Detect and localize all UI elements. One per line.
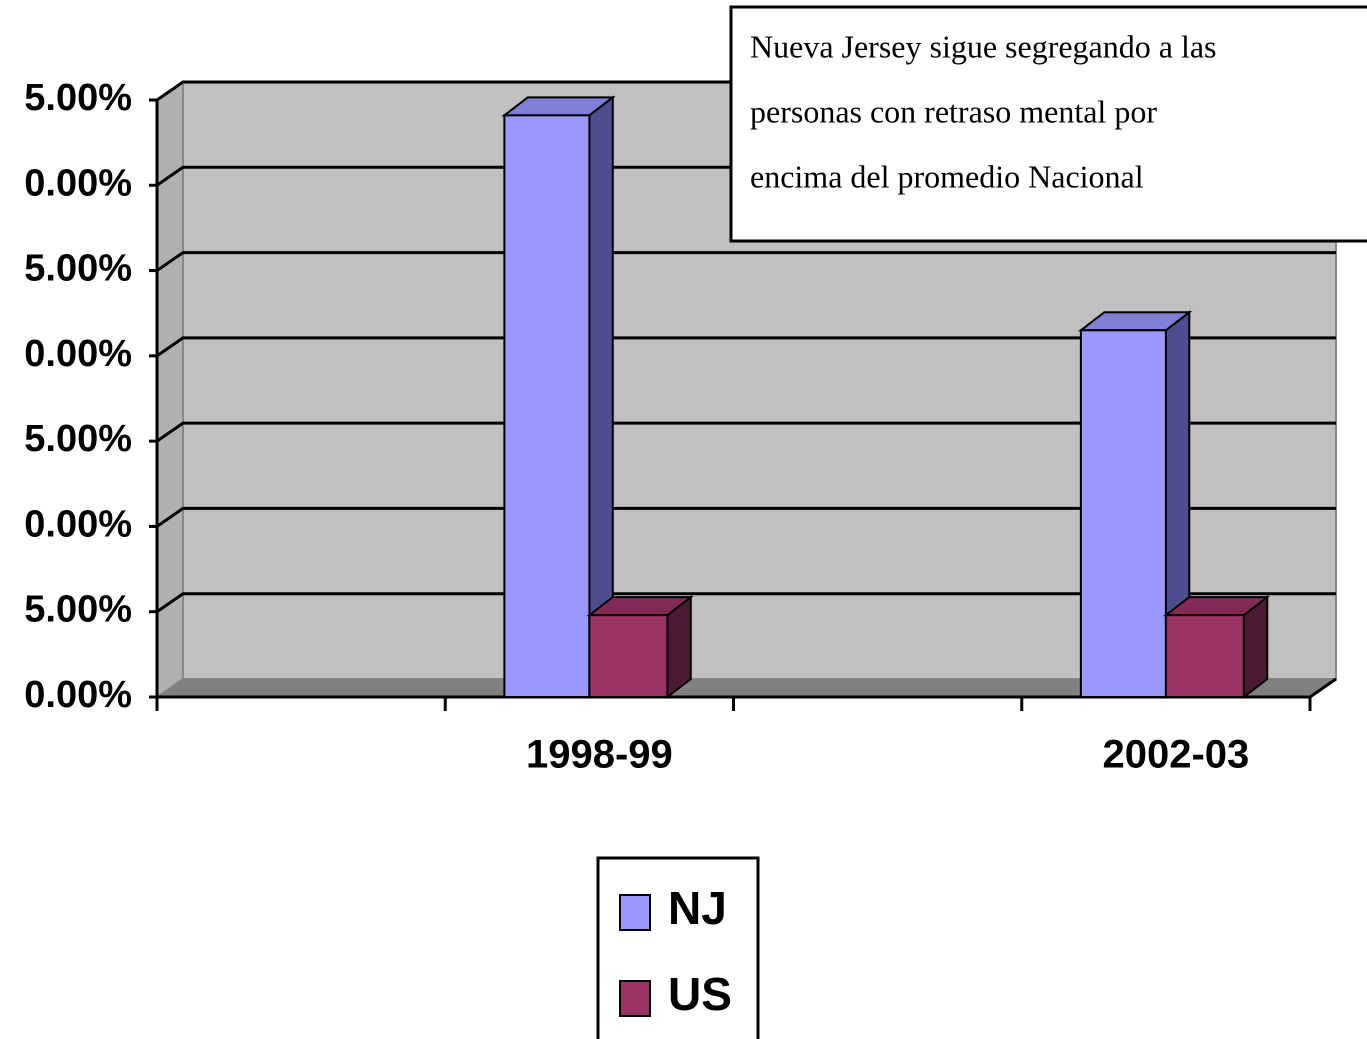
legend-label: NJ xyxy=(668,882,727,934)
y-tick-label: 5.00% xyxy=(24,418,132,460)
annotation-box xyxy=(729,5,1367,243)
annotation-text: encima del promedio Nacional xyxy=(750,158,1144,194)
grid-line xyxy=(156,421,1336,443)
annotation-text: Nueva Jersey sigue segregando a las xyxy=(750,28,1217,64)
bar xyxy=(1077,310,1193,700)
annotation-text: personas con retraso mental por xyxy=(750,93,1157,129)
legend-label: US xyxy=(668,968,732,1020)
y-tick-label: 0.00% xyxy=(24,674,132,716)
bar xyxy=(586,595,694,700)
y-tick-label: 0.00% xyxy=(24,333,132,375)
y-tick-label: 5.00% xyxy=(24,248,132,290)
grid-line xyxy=(156,506,1336,528)
x-axis-depth xyxy=(1309,677,1337,699)
bar xyxy=(1162,595,1271,700)
x-tick-label: 1998-99 xyxy=(526,733,673,777)
y-tick-label: 5.00% xyxy=(24,589,132,631)
legend-swatch xyxy=(619,980,651,1017)
bar xyxy=(501,95,616,700)
y-tick-label: 0.00% xyxy=(24,503,132,545)
grid-line xyxy=(156,592,1336,613)
y-tick-label: 0.00% xyxy=(24,162,132,204)
grid-line xyxy=(156,251,1336,272)
legend-swatch xyxy=(619,894,651,931)
grid-line xyxy=(156,336,1336,358)
y-tick-label: 5.00% xyxy=(24,77,132,119)
floor xyxy=(157,679,1336,697)
side-wall xyxy=(156,80,184,699)
x-tick-label: 2002-03 xyxy=(1102,733,1249,777)
